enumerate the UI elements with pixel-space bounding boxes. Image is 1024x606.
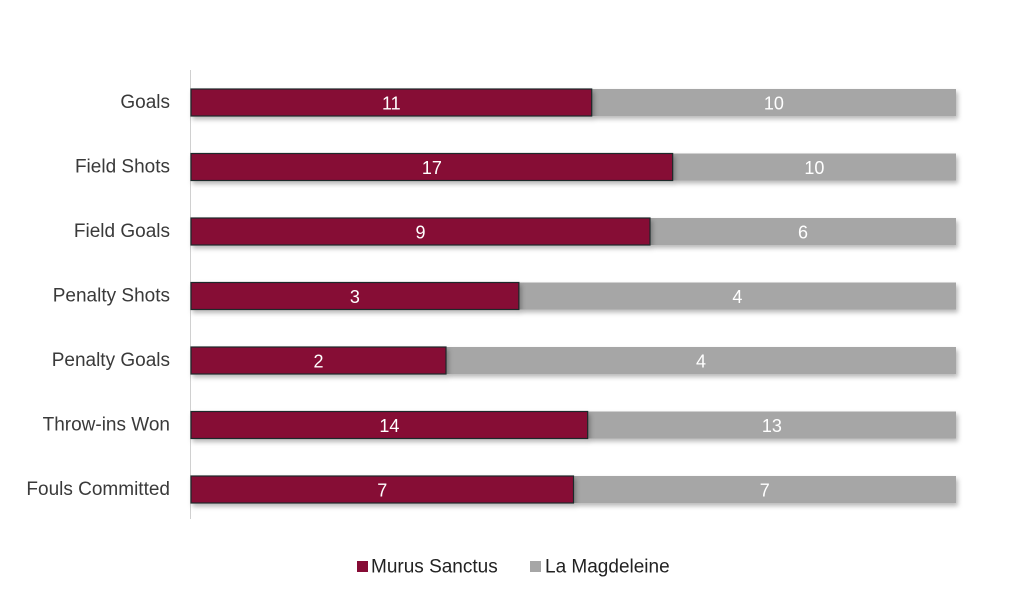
bar-la-magdeleine-penalty-goals — [446, 347, 956, 374]
bar-la-magdeleine-fouls-committed — [573, 476, 956, 503]
bar-murus-sanctus-throw-ins-won — [190, 410, 589, 440]
bars-group — [190, 88, 956, 504]
category-label-throw-ins-won: Throw-ins Won — [43, 415, 170, 436]
bar-la-magdeleine-throw-ins-won — [587, 411, 956, 439]
bar-la-magdeleine-goals — [591, 89, 956, 116]
value-label-la-magdeleine-goals: 10 — [764, 94, 784, 114]
value-labels: 11 10 17 10 9 6 3 4 2 4 14 13 7 7 — [313, 94, 824, 501]
value-label-murus-sanctus-penalty-goals: 2 — [313, 352, 323, 372]
bar-murus-sanctus-penalty-goals — [190, 346, 447, 375]
bar-murus-sanctus-penalty-shots — [190, 281, 520, 311]
bar-murus-sanctus-field-shots — [190, 152, 674, 182]
value-label-la-magdeleine-field-goals: 6 — [798, 223, 808, 243]
category-label-field-shots: Field Shots — [75, 157, 170, 178]
bar-la-magdeleine-field-goals — [650, 218, 956, 245]
category-label-penalty-goals: Penalty Goals — [52, 350, 170, 371]
category-label-fouls-committed: Fouls Committed — [26, 479, 170, 500]
value-label-murus-sanctus-field-goals: 9 — [415, 223, 425, 243]
bar-murus-sanctus-fouls-committed — [190, 475, 575, 504]
category-label-field-goals: Field Goals — [74, 221, 170, 242]
value-label-murus-sanctus-throw-ins-won: 14 — [379, 416, 399, 436]
value-label-la-magdeleine-penalty-goals: 4 — [696, 352, 706, 372]
bar-murus-sanctus-goals — [190, 88, 593, 117]
legend: Murus Sanctus La Magdeleine — [357, 557, 670, 578]
bar-la-magdeleine-field-shots — [672, 153, 956, 181]
category-labels: Goals Field Shots Field Goals Penalty Shots… — [26, 92, 170, 500]
value-label-la-magdeleine-fouls-committed: 7 — [760, 481, 770, 501]
category-label-penalty-shots: Penalty Shots — [53, 286, 170, 307]
bar-la-magdeleine-penalty-shots — [518, 282, 956, 310]
value-label-murus-sanctus-fouls-committed: 7 — [377, 481, 387, 501]
legend-label-la-magdeleine: La Magdeleine — [545, 557, 670, 578]
value-label-la-magdeleine-penalty-shots: 4 — [732, 287, 742, 307]
legend-label-murus-sanctus: Murus Sanctus — [371, 557, 498, 578]
legend-swatch-murus-sanctus — [357, 561, 368, 572]
value-label-murus-sanctus-penalty-shots: 3 — [350, 287, 360, 307]
bar-murus-sanctus-field-goals — [190, 217, 651, 246]
value-label-murus-sanctus-field-shots: 17 — [422, 158, 442, 178]
legend-swatch-la-magdeleine — [530, 561, 541, 572]
value-label-la-magdeleine-throw-ins-won: 13 — [762, 416, 782, 436]
value-label-murus-sanctus-goals: 11 — [382, 94, 401, 114]
category-label-goals: Goals — [120, 92, 170, 113]
value-label-la-magdeleine-field-shots: 10 — [804, 158, 824, 178]
